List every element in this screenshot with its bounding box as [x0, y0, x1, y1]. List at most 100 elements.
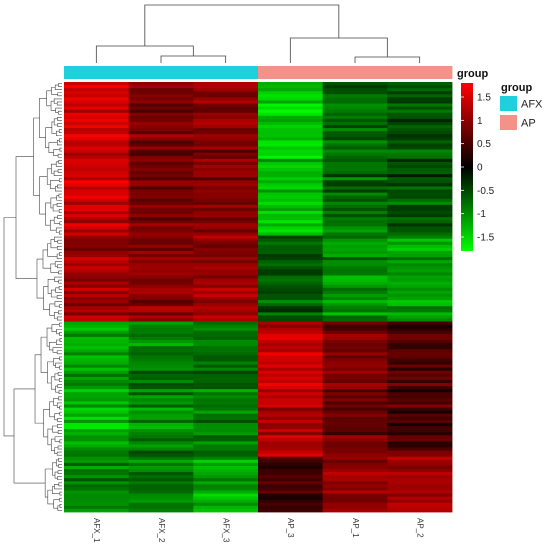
- heatmap-cell: [387, 134, 453, 138]
- dendrogram-branch: [160, 55, 227, 63]
- heatmap-cell: [322, 278, 388, 283]
- heatmap-cell: [128, 330, 194, 335]
- colorbar-tick-label: 1.5: [477, 93, 491, 104]
- dendrogram-branch: [354, 56, 421, 63]
- heatmap-cell: [258, 115, 324, 120]
- heatmap-cell: [128, 465, 194, 470]
- heatmap-cell: [322, 180, 388, 184]
- heatmap-cell: [193, 383, 259, 387]
- heatmap-cell: [387, 244, 453, 249]
- dendrogram-branch: [57, 418, 62, 422]
- heatmap-cell: [64, 235, 130, 240]
- dendrogram-branch: [55, 385, 60, 393]
- heatmap-cell: [64, 367, 130, 372]
- heatmap-cell: [387, 306, 453, 310]
- heatmap-cell: [258, 309, 324, 313]
- heatmap-cell: [322, 413, 388, 418]
- heatmap-cell: [322, 204, 388, 209]
- heatmap-cell: [128, 174, 194, 178]
- heatmap-cell: [322, 361, 388, 365]
- heatmap-cell: [258, 505, 324, 510]
- heatmap-cell: [387, 367, 453, 372]
- heatmap-cell: [128, 441, 194, 445]
- heatmap-cell: [258, 490, 324, 494]
- heatmap-cell: [258, 226, 324, 230]
- heatmap-cell: [387, 85, 453, 89]
- heatmap-cell: [128, 186, 194, 190]
- heatmap-cell: [193, 281, 259, 286]
- heatmap-cell: [322, 177, 388, 181]
- heatmap-cell: [128, 207, 194, 212]
- heatmap-cell: [64, 502, 130, 507]
- heatmap-cell: [193, 370, 259, 375]
- heatmap-cell: [64, 315, 130, 319]
- heatmap-cell: [258, 269, 324, 273]
- dendrogram-branch: [56, 195, 62, 201]
- heatmap-cell: [322, 226, 388, 230]
- heatmap-cell: [128, 164, 194, 169]
- heatmap-cell: [258, 174, 324, 178]
- heatmap-cell: [128, 254, 194, 258]
- heatmap-cell: [64, 364, 130, 369]
- heatmap-cell: [258, 447, 324, 451]
- heatmap-cell: [387, 207, 453, 212]
- heatmap-cell: [387, 484, 453, 488]
- heatmap-cell: [322, 118, 388, 123]
- dendrogram-branch: [57, 505, 62, 511]
- heatmap-cell: [322, 257, 388, 261]
- heatmap-cell: [193, 404, 259, 408]
- heatmap-cell: [258, 118, 324, 123]
- heatmap-cell: [128, 214, 194, 218]
- heatmap-cell: [387, 441, 453, 445]
- heatmap-cell: [64, 217, 130, 221]
- heatmap-cell: [193, 238, 259, 243]
- heatmap-cell: [64, 410, 130, 415]
- heatmap-cell: [64, 174, 130, 178]
- dendrogram-branch: [58, 279, 62, 284]
- dendrogram-branch: [53, 118, 58, 126]
- heatmap-cell: [64, 220, 130, 224]
- heatmap-cell: [128, 426, 194, 430]
- heatmap-cell: [387, 481, 453, 485]
- heatmap-cell: [387, 315, 453, 319]
- heatmap-cell: [128, 266, 194, 270]
- heatmap-cell: [128, 340, 194, 344]
- heatmap-cell: [322, 343, 388, 347]
- heatmap-cell: [128, 290, 194, 295]
- heatmap-cell: [387, 346, 453, 350]
- heatmap-cell: [193, 137, 259, 141]
- heatmap-cell: [193, 195, 259, 200]
- heatmap-cell: [193, 358, 259, 362]
- heatmap-cell: [128, 422, 194, 427]
- dendrogram-branch: [50, 219, 57, 231]
- heatmap-cell: [64, 186, 130, 190]
- heatmap-cell: [387, 459, 453, 464]
- dendrogram-branch: [57, 110, 62, 115]
- heatmap-cell: [193, 426, 259, 430]
- heatmap-cell: [193, 183, 259, 187]
- dendrogram-branch: [58, 193, 62, 198]
- heatmap-cell: [64, 303, 130, 307]
- heatmap-cell: [64, 140, 130, 144]
- heatmap-cell: [387, 419, 453, 424]
- heatmap-cell: [193, 462, 259, 467]
- heatmap-cell: [64, 241, 130, 246]
- heatmap-cell: [258, 204, 324, 209]
- heatmap-cell: [128, 401, 194, 405]
- dendrogram-branch: [59, 439, 62, 444]
- heatmap-cell: [193, 392, 259, 396]
- heatmap-cell: [258, 177, 324, 181]
- heatmap-cell: [387, 211, 453, 215]
- heatmap-cell: [64, 155, 130, 160]
- heatmap-cell: [193, 115, 259, 120]
- heatmap-cell: [193, 505, 259, 510]
- heatmap-cell: [387, 146, 453, 150]
- heatmap-cell: [258, 419, 324, 424]
- heatmap-cell: [387, 312, 453, 316]
- dendrogram-branch: [42, 249, 51, 269]
- heatmap-cell: [387, 379, 453, 384]
- heatmap-cell: [387, 128, 453, 132]
- heatmap-cell: [64, 177, 130, 181]
- heatmap-cell: [258, 125, 324, 129]
- heatmap-cell: [193, 174, 259, 178]
